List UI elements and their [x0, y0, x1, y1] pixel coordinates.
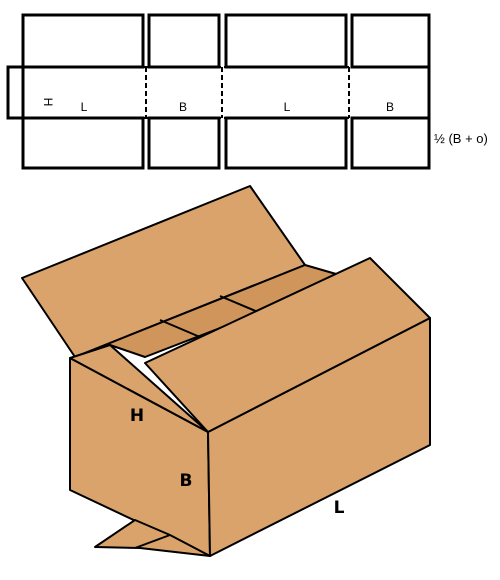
bottom-flap-peek [94, 519, 211, 557]
blank-panel-label-4: B [386, 100, 394, 114]
blank-panel-label-2: B [179, 100, 187, 114]
box-height-label: H [130, 406, 144, 426]
inner-crease-2 [219, 295, 259, 313]
end-top-flap [69, 344, 209, 433]
top-flap-3 [224, 13, 348, 69]
glue-tab [6, 65, 25, 120]
top-flap-4 [350, 13, 431, 69]
bottom-flap-1 [21, 116, 145, 170]
bottom-flap-3 [224, 116, 348, 170]
blank-panel-label-3: L [284, 100, 291, 114]
front-long-flap [144, 257, 431, 433]
blank-height-label: H [41, 98, 55, 107]
box-width-label: B [180, 471, 193, 491]
inner-crease [159, 319, 201, 338]
bottom-flap-4 [350, 116, 431, 170]
crease-lines [8, 66, 429, 119]
top-flap-2 [147, 13, 221, 69]
assembled-box [21, 185, 431, 557]
top-flap-1 [21, 13, 145, 69]
flat-blank-layout [6, 13, 431, 170]
bottom-flap-2 [147, 116, 221, 170]
bottom-flap-crease [134, 534, 171, 549]
blank-panel-label-1: L [81, 100, 88, 114]
flap-dimension-label: ½ (B + o) [434, 131, 488, 146]
box-length-label: L [334, 498, 345, 518]
